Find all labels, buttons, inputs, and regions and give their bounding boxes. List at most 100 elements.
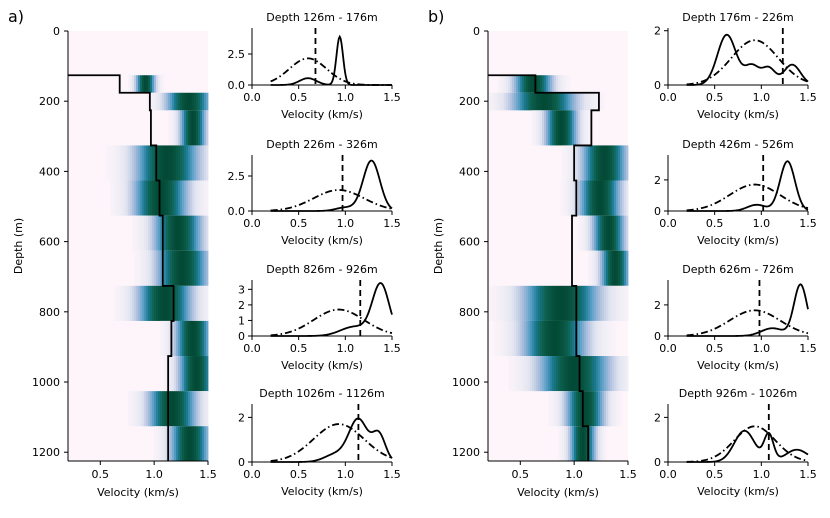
b-profile-band-2-cell [588,110,591,146]
a-profile-band-7-cell [174,285,177,321]
a-profile-x-tick-label-0: 0.5 [92,468,110,481]
a-profile-band-10-cell [198,391,201,427]
b-profile-band-6-cell [618,250,621,286]
a-profile-band-4-cell [162,180,165,216]
a-profile-band-6-cell [152,250,155,286]
b-profile-band-10-cell [614,391,617,427]
a-profile-band-8-cell [202,320,205,357]
b-profile-band-8-cell [504,320,507,357]
b-profile-band-0-cell [558,75,561,93]
b-profile-band-4-cell [614,180,617,216]
b-profile-band-9-cell [580,356,583,392]
b-profile-band-4-cell [612,180,615,216]
b-profile-band-3-cell [570,145,573,181]
a-profile-band-6-cell [200,250,203,286]
a-profile-band-11-cell [190,426,193,461]
b-profile-band-5-cell [614,215,617,251]
b-profile-y-tick-label-0: 0 [473,25,480,38]
panel-a-label: a) [8,7,24,26]
a-profile-band-5-cell [176,215,179,251]
b-profile-band-7-cell [530,285,533,321]
a-profile-band-2-cell [172,110,175,146]
a-profile-band-7-cell [202,285,205,321]
a-profile-band-3-cell [182,145,185,181]
a-profile-band-10-cell [138,391,141,427]
a-profile-band-1-cell [146,92,149,111]
a-profile-band-10-cell [146,391,149,427]
b-profile-band-7-cell [620,285,623,321]
b-profile-band-7-cell [600,285,603,321]
b-profile-band-6-cell [606,250,609,286]
a-profile-band-4-cell [202,180,205,216]
b-profile-band-2-cell [582,110,585,146]
b-profile-band-8-cell [572,320,575,357]
b-d3-prior-dashdot-curve [686,309,809,337]
a-profile-band-1-cell [180,92,183,111]
b-profile-band-11-cell [592,426,595,461]
a-profile-band-3-cell [160,145,163,181]
b-profile-band-0-cell [548,75,551,93]
a-d2-y-tick-label-0: 0.0 [228,205,246,218]
b-profile-band-3-cell [590,145,593,181]
b-profile-band-9-cell [590,356,593,392]
a-profile-band-3-cell [138,145,141,181]
a-profile-band-4-cell [192,180,195,216]
b-profile-band-8-cell [496,320,499,357]
b-profile-band-1-cell [520,92,523,111]
a-profile-band-5-cell [132,215,135,251]
b-d3-title: Depth 626m - 726m [682,263,793,276]
b-profile-band-3-cell [580,145,583,181]
a-profile-band-7-cell [146,285,149,321]
a-d4-x-tick-label-1: 0.5 [290,468,308,481]
a-profile-band-0-cell [144,75,147,93]
a-profile-band-3-cell [144,145,147,181]
a-profile-band-0-cell [158,75,161,93]
b-profile-band-0-cell [526,75,529,93]
a-profile-band-4-cell [168,180,171,216]
b-profile-band-8-cell [582,320,585,357]
b-profile-band-11-cell [590,426,593,461]
b-profile-band-11-cell [580,426,583,461]
b-profile-band-9 [508,356,629,392]
b-profile-band-1-cell [546,92,549,111]
a-profile-band-11-cell [158,426,161,461]
b-profile-band-8-cell [500,320,503,357]
b-profile-band-5-cell [592,215,595,251]
a-profile-band-3-cell [118,145,121,181]
a-profile-band-5-cell [190,215,193,251]
b-profile-band-9-cell [626,356,629,392]
b-profile-band-9-cell [524,356,527,392]
b-profile-band-11-cell [576,426,579,461]
b-profile-band-5-cell [586,215,589,251]
b-profile-band-3-cell [588,145,591,181]
b-profile-band-1-cell [574,92,577,111]
b-profile-band-8-cell [598,320,601,357]
b-d3-x-tick-label-3: 1.5 [799,342,817,355]
b-profile-band-2-cell [550,110,553,146]
a-profile-band-7-cell [122,285,125,321]
b-profile-band-8-cell [520,320,523,357]
a-profile-band-0-cell [134,75,137,93]
a-profile-band-5-cell [158,215,161,251]
a-profile-band-7-cell [170,285,173,321]
b-profile-band-5-cell [620,215,623,251]
b-profile-band-1-cell [534,92,537,111]
a-profile-band-3-cell [192,145,195,181]
b-profile-y-tick-label-6: 1200 [452,446,480,459]
b-profile-band-8-cell [532,320,535,357]
b-profile-band-10-cell [558,391,561,427]
b-profile-band-2 [532,110,593,146]
b-d3-panel: Depth 626m - 726m 0 2 0.0 0.5 1.0 1.5 Velocity … [654,263,817,372]
a-d3-y-tick-label-0: 0 [238,330,245,343]
a-profile-band-9-cell [206,356,209,392]
b-profile-band-7-cell [560,285,563,321]
b-profile-band-4-cell [568,180,571,216]
b-profile-band-0-cell [564,75,567,93]
a-profile-band-7-cell [150,285,153,321]
b-profile-band-11-cell [582,426,585,461]
a-profile-band-5 [132,215,209,251]
b-profile-band-0-cell [498,75,501,93]
b-d1-x-tick-label-0: 0.0 [659,91,677,104]
a-profile-band-8-cell [164,320,167,357]
b-profile-band-6-cell [590,250,593,286]
